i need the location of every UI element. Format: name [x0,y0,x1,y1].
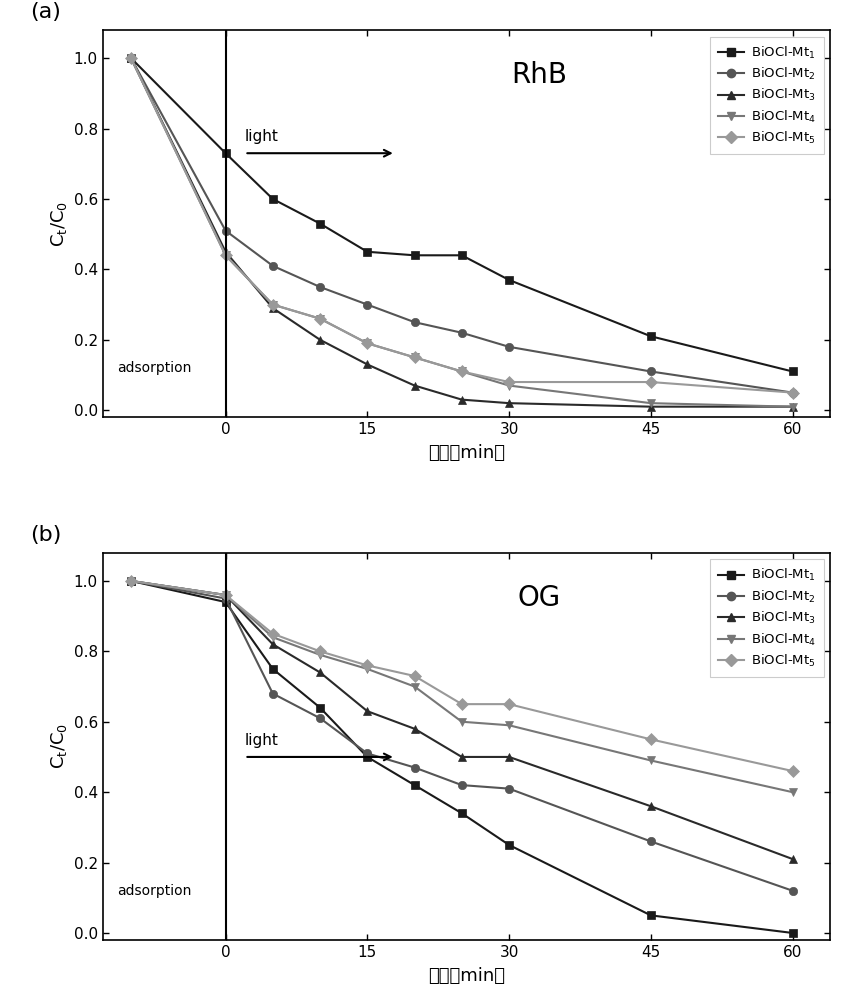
Y-axis label: C$_t$/C$_0$: C$_t$/C$_0$ [50,723,69,769]
Text: adsorption: adsorption [117,361,191,375]
Text: light: light [245,129,278,144]
X-axis label: 时间（min）: 时间（min） [428,967,505,985]
Text: (b): (b) [30,525,62,545]
Legend: BiOCl-Mt$_1$, BiOCl-Mt$_2$, BiOCl-Mt$_3$, BiOCl-Mt$_4$, BiOCl-Mt$_5$: BiOCl-Mt$_1$, BiOCl-Mt$_2$, BiOCl-Mt$_3$… [710,37,823,154]
Text: RhB: RhB [511,61,568,89]
Text: light: light [245,733,278,748]
Text: adsorption: adsorption [117,884,191,898]
X-axis label: 时间（min）: 时间（min） [428,444,505,462]
Y-axis label: C$_t$/C$_0$: C$_t$/C$_0$ [50,201,69,247]
Text: OG: OG [518,584,561,612]
Legend: BiOCl-Mt$_1$, BiOCl-Mt$_2$, BiOCl-Mt$_3$, BiOCl-Mt$_4$, BiOCl-Mt$_5$: BiOCl-Mt$_1$, BiOCl-Mt$_2$, BiOCl-Mt$_3$… [710,559,823,677]
Text: (a): (a) [30,2,61,22]
